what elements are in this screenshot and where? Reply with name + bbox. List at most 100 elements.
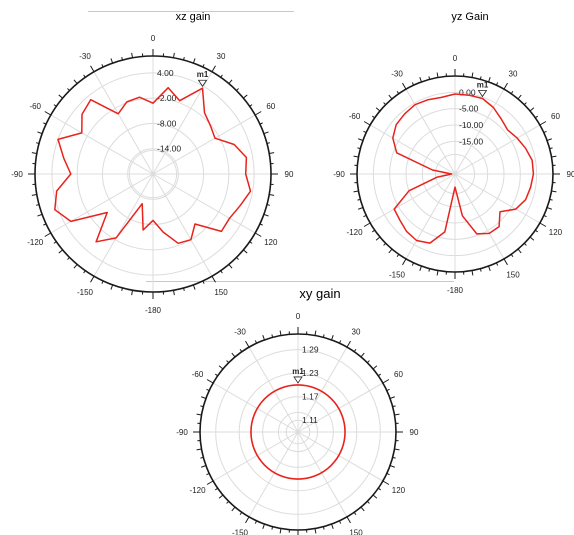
angle-tick-mark xyxy=(389,465,395,468)
angle-tick-mark xyxy=(90,275,95,283)
angle-tick-mark xyxy=(192,58,196,64)
angle-tick-mark xyxy=(211,65,216,73)
angle-tick-mark xyxy=(371,115,376,119)
angle-tick-mark xyxy=(259,223,263,226)
angle-label: -90 xyxy=(11,170,23,179)
angle-tick-mark xyxy=(44,111,52,116)
angle-tick-mark xyxy=(353,511,357,516)
angle-tick-mark xyxy=(254,520,258,524)
grid-spoke xyxy=(454,173,505,260)
angle-label: -30 xyxy=(79,52,91,61)
angle-tick-mark xyxy=(201,465,207,468)
angle-tick-mark xyxy=(67,257,70,260)
angle-label: -120 xyxy=(347,228,364,237)
angle-tick-mark xyxy=(37,131,43,135)
polar-chart-3: xy gain0306090120150-180-150-120-90-60-3… xyxy=(176,286,419,535)
angle-tick-mark xyxy=(53,241,57,244)
angle-tick-mark xyxy=(551,155,557,158)
angle-tick-mark xyxy=(226,360,230,364)
angle-tick-mark xyxy=(471,72,474,78)
angle-tick-mark xyxy=(358,207,364,210)
angle-tick-mark xyxy=(488,265,491,271)
angle-tick-mark xyxy=(202,280,205,284)
angle-tick-mark xyxy=(196,448,202,451)
gain-trace xyxy=(54,86,252,245)
angle-tick-mark xyxy=(539,222,547,227)
angle-label: -60 xyxy=(349,112,361,121)
angle-tick-mark xyxy=(172,52,175,58)
radial-label: 0.00 xyxy=(459,87,476,97)
angle-tick-mark xyxy=(220,74,223,78)
angle-tick-mark xyxy=(543,214,547,218)
marker-triangle-icon xyxy=(293,376,303,384)
angle-label: -60 xyxy=(29,102,41,111)
grid-spoke xyxy=(212,382,299,433)
angle-tick-mark xyxy=(353,348,357,353)
grid-spoke xyxy=(369,124,456,175)
angle-tick-mark xyxy=(249,104,253,107)
grid-spoke xyxy=(152,114,256,175)
angle-tick-mark xyxy=(396,90,400,95)
angle-tick-mark xyxy=(363,222,371,227)
angle-tick-mark xyxy=(172,290,175,296)
angle-tick-mark xyxy=(110,58,114,64)
angle-tick-mark xyxy=(366,360,370,364)
marker-label: m1 xyxy=(197,70,209,79)
angle-tick-mark xyxy=(200,405,204,408)
angle-label: 60 xyxy=(551,112,560,121)
angle-tick-mark xyxy=(37,213,43,217)
angle-tick-mark xyxy=(534,115,539,119)
angle-label: 150 xyxy=(506,270,520,279)
angle-tick-mark xyxy=(360,352,365,358)
angle-tick-mark xyxy=(263,213,269,217)
angle-tick-mark xyxy=(228,79,233,84)
angle-label: -180 xyxy=(447,286,464,295)
angle-label: 30 xyxy=(352,328,361,337)
angle-tick-mark xyxy=(183,287,185,292)
angle-tick-mark xyxy=(43,223,47,226)
middle-divider-line xyxy=(146,281,454,282)
angle-tick-mark xyxy=(375,107,381,112)
angle-tick-mark xyxy=(523,242,527,246)
grid-spoke xyxy=(297,431,384,482)
angle-tick-mark xyxy=(322,334,325,338)
angle-tick-mark xyxy=(372,494,378,499)
angle-tick-mark xyxy=(236,257,239,260)
grid-spoke xyxy=(405,173,456,260)
angle-tick-mark xyxy=(269,152,275,155)
angle-label: -90 xyxy=(176,428,188,437)
angle-tick-mark xyxy=(539,121,547,126)
angle-tick-mark xyxy=(523,102,527,106)
angle-label: 120 xyxy=(264,238,278,247)
angle-label: 30 xyxy=(509,70,518,79)
angle-tick-mark xyxy=(239,511,243,516)
angle-tick-mark xyxy=(43,122,47,125)
angle-tick-mark xyxy=(220,270,223,274)
angle-tick-mark xyxy=(546,207,552,210)
angle-tick-mark xyxy=(392,405,396,408)
angle-tick-mark xyxy=(202,64,205,68)
angle-tick-mark xyxy=(396,253,400,258)
marker-triangle-icon xyxy=(197,79,208,87)
angle-tick-mark xyxy=(549,198,553,201)
polar-chart-1: xz gain 0 30 60 90 120 150 -180 -150 -120 -90 -60 -3… xyxy=(11,11,294,315)
angle-tick-mark xyxy=(383,242,387,246)
angle-tick-mark xyxy=(331,335,334,341)
angle-tick-mark xyxy=(101,64,104,68)
angle-tick-mark xyxy=(551,190,557,193)
angle-tick-mark xyxy=(495,82,499,86)
angle-tick-mark xyxy=(254,232,262,237)
angle-tick-mark xyxy=(382,480,390,485)
angle-label: 150 xyxy=(214,288,228,297)
angle-tick-mark xyxy=(44,232,52,237)
angle-tick-mark xyxy=(201,396,207,399)
angle-tick-mark xyxy=(314,528,317,534)
angle-tick-mark xyxy=(479,76,482,80)
angle-tick-mark xyxy=(279,528,282,534)
angle-tick-mark xyxy=(510,90,514,95)
angle-tick-mark xyxy=(214,373,219,377)
grid-spoke xyxy=(454,88,505,175)
angle-tick-mark xyxy=(243,249,248,254)
angle-tick-mark xyxy=(83,74,86,78)
angle-tick-mark xyxy=(271,526,274,530)
